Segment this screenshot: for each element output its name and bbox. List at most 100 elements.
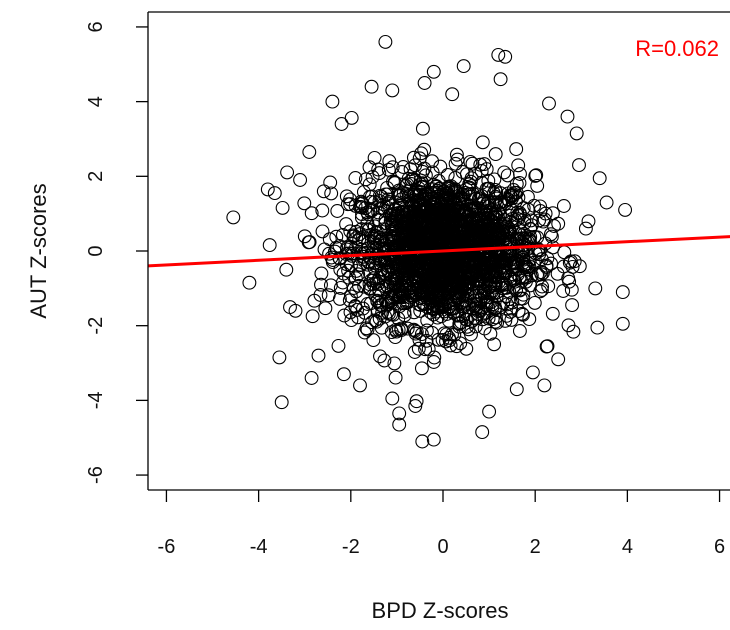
data-point bbox=[389, 288, 403, 303]
data-point bbox=[401, 263, 416, 278]
data-point bbox=[476, 284, 491, 299]
data-point bbox=[590, 320, 605, 335]
data-point bbox=[497, 165, 512, 180]
data-point bbox=[545, 306, 560, 321]
x-axis-title: BPD Z-scores bbox=[372, 598, 509, 623]
data-point bbox=[426, 432, 441, 447]
data-point bbox=[351, 278, 366, 293]
data-point bbox=[481, 173, 496, 188]
data-point bbox=[588, 281, 603, 296]
data-point bbox=[415, 121, 430, 136]
data-point bbox=[414, 146, 429, 161]
data-point bbox=[393, 188, 408, 203]
data-point bbox=[447, 327, 462, 342]
data-point bbox=[563, 254, 578, 269]
y-tick-label: 2 bbox=[85, 171, 107, 182]
data-point bbox=[397, 308, 412, 323]
data-point bbox=[354, 222, 369, 237]
data-point bbox=[512, 283, 527, 298]
data-point bbox=[435, 246, 449, 261]
data-point bbox=[406, 187, 421, 202]
data-point bbox=[425, 276, 440, 291]
data-point bbox=[476, 194, 491, 209]
data-point bbox=[456, 228, 471, 243]
data-point bbox=[599, 195, 614, 210]
data-point bbox=[449, 339, 464, 354]
data-point bbox=[499, 280, 514, 295]
data-point bbox=[375, 305, 390, 320]
data-point bbox=[509, 382, 524, 397]
data-point bbox=[419, 323, 434, 338]
data-point bbox=[565, 259, 580, 274]
data-point bbox=[415, 266, 430, 281]
data-point bbox=[350, 302, 365, 317]
data-point bbox=[488, 147, 503, 162]
data-point bbox=[433, 221, 448, 236]
data-point bbox=[556, 199, 571, 213]
data-point bbox=[337, 308, 352, 323]
data-point bbox=[485, 195, 500, 210]
data-point bbox=[534, 252, 549, 267]
data-point bbox=[566, 324, 581, 339]
data-point bbox=[426, 64, 441, 79]
data-point bbox=[615, 285, 630, 300]
data-point bbox=[361, 255, 376, 270]
data-point bbox=[412, 332, 427, 347]
data-point bbox=[275, 200, 290, 215]
data-point bbox=[440, 168, 455, 182]
data-point bbox=[407, 231, 422, 246]
data-point bbox=[556, 284, 571, 298]
data-point bbox=[399, 187, 414, 201]
data-point bbox=[357, 325, 372, 340]
y-axis: -6 -4 -2 0 2 4 6 bbox=[85, 21, 148, 484]
data-point bbox=[524, 218, 539, 233]
data-point bbox=[302, 145, 317, 159]
data-point bbox=[427, 200, 442, 215]
data-point bbox=[438, 271, 452, 286]
data-point bbox=[411, 341, 426, 356]
data-point bbox=[372, 283, 387, 298]
data-point bbox=[293, 173, 308, 187]
data-point bbox=[533, 243, 547, 258]
data-point bbox=[498, 49, 513, 64]
data-point bbox=[362, 177, 377, 192]
data-point bbox=[339, 189, 354, 204]
data-point bbox=[330, 204, 345, 218]
data-point bbox=[360, 297, 375, 311]
data-point bbox=[304, 206, 319, 221]
data-point bbox=[311, 348, 326, 363]
data-point bbox=[423, 286, 438, 301]
data-point bbox=[462, 209, 477, 224]
data-point bbox=[387, 272, 402, 286]
data-point bbox=[419, 333, 434, 348]
x-tick-label: 6 bbox=[714, 536, 725, 558]
points-layer bbox=[226, 34, 633, 449]
data-point bbox=[344, 110, 359, 125]
x-tick-label: 2 bbox=[530, 536, 541, 558]
data-point bbox=[396, 204, 411, 219]
data-point bbox=[408, 399, 423, 413]
data-point bbox=[415, 260, 430, 275]
data-point bbox=[479, 181, 494, 196]
data-point bbox=[618, 202, 633, 217]
data-point bbox=[490, 245, 505, 260]
data-point bbox=[498, 228, 513, 243]
data-point bbox=[267, 186, 282, 201]
data-point bbox=[439, 192, 454, 207]
data-point bbox=[408, 158, 423, 173]
data-point bbox=[521, 262, 536, 277]
data-point bbox=[500, 168, 515, 183]
data-point bbox=[307, 293, 322, 308]
data-point bbox=[381, 192, 396, 207]
data-point bbox=[425, 209, 440, 223]
data-point bbox=[513, 167, 527, 181]
data-point bbox=[297, 229, 312, 244]
data-point bbox=[551, 216, 566, 231]
data-point bbox=[432, 202, 447, 216]
data-point bbox=[533, 199, 548, 214]
data-point bbox=[463, 174, 478, 189]
data-point bbox=[385, 217, 400, 232]
data-point bbox=[388, 370, 403, 385]
data-point bbox=[385, 391, 400, 406]
